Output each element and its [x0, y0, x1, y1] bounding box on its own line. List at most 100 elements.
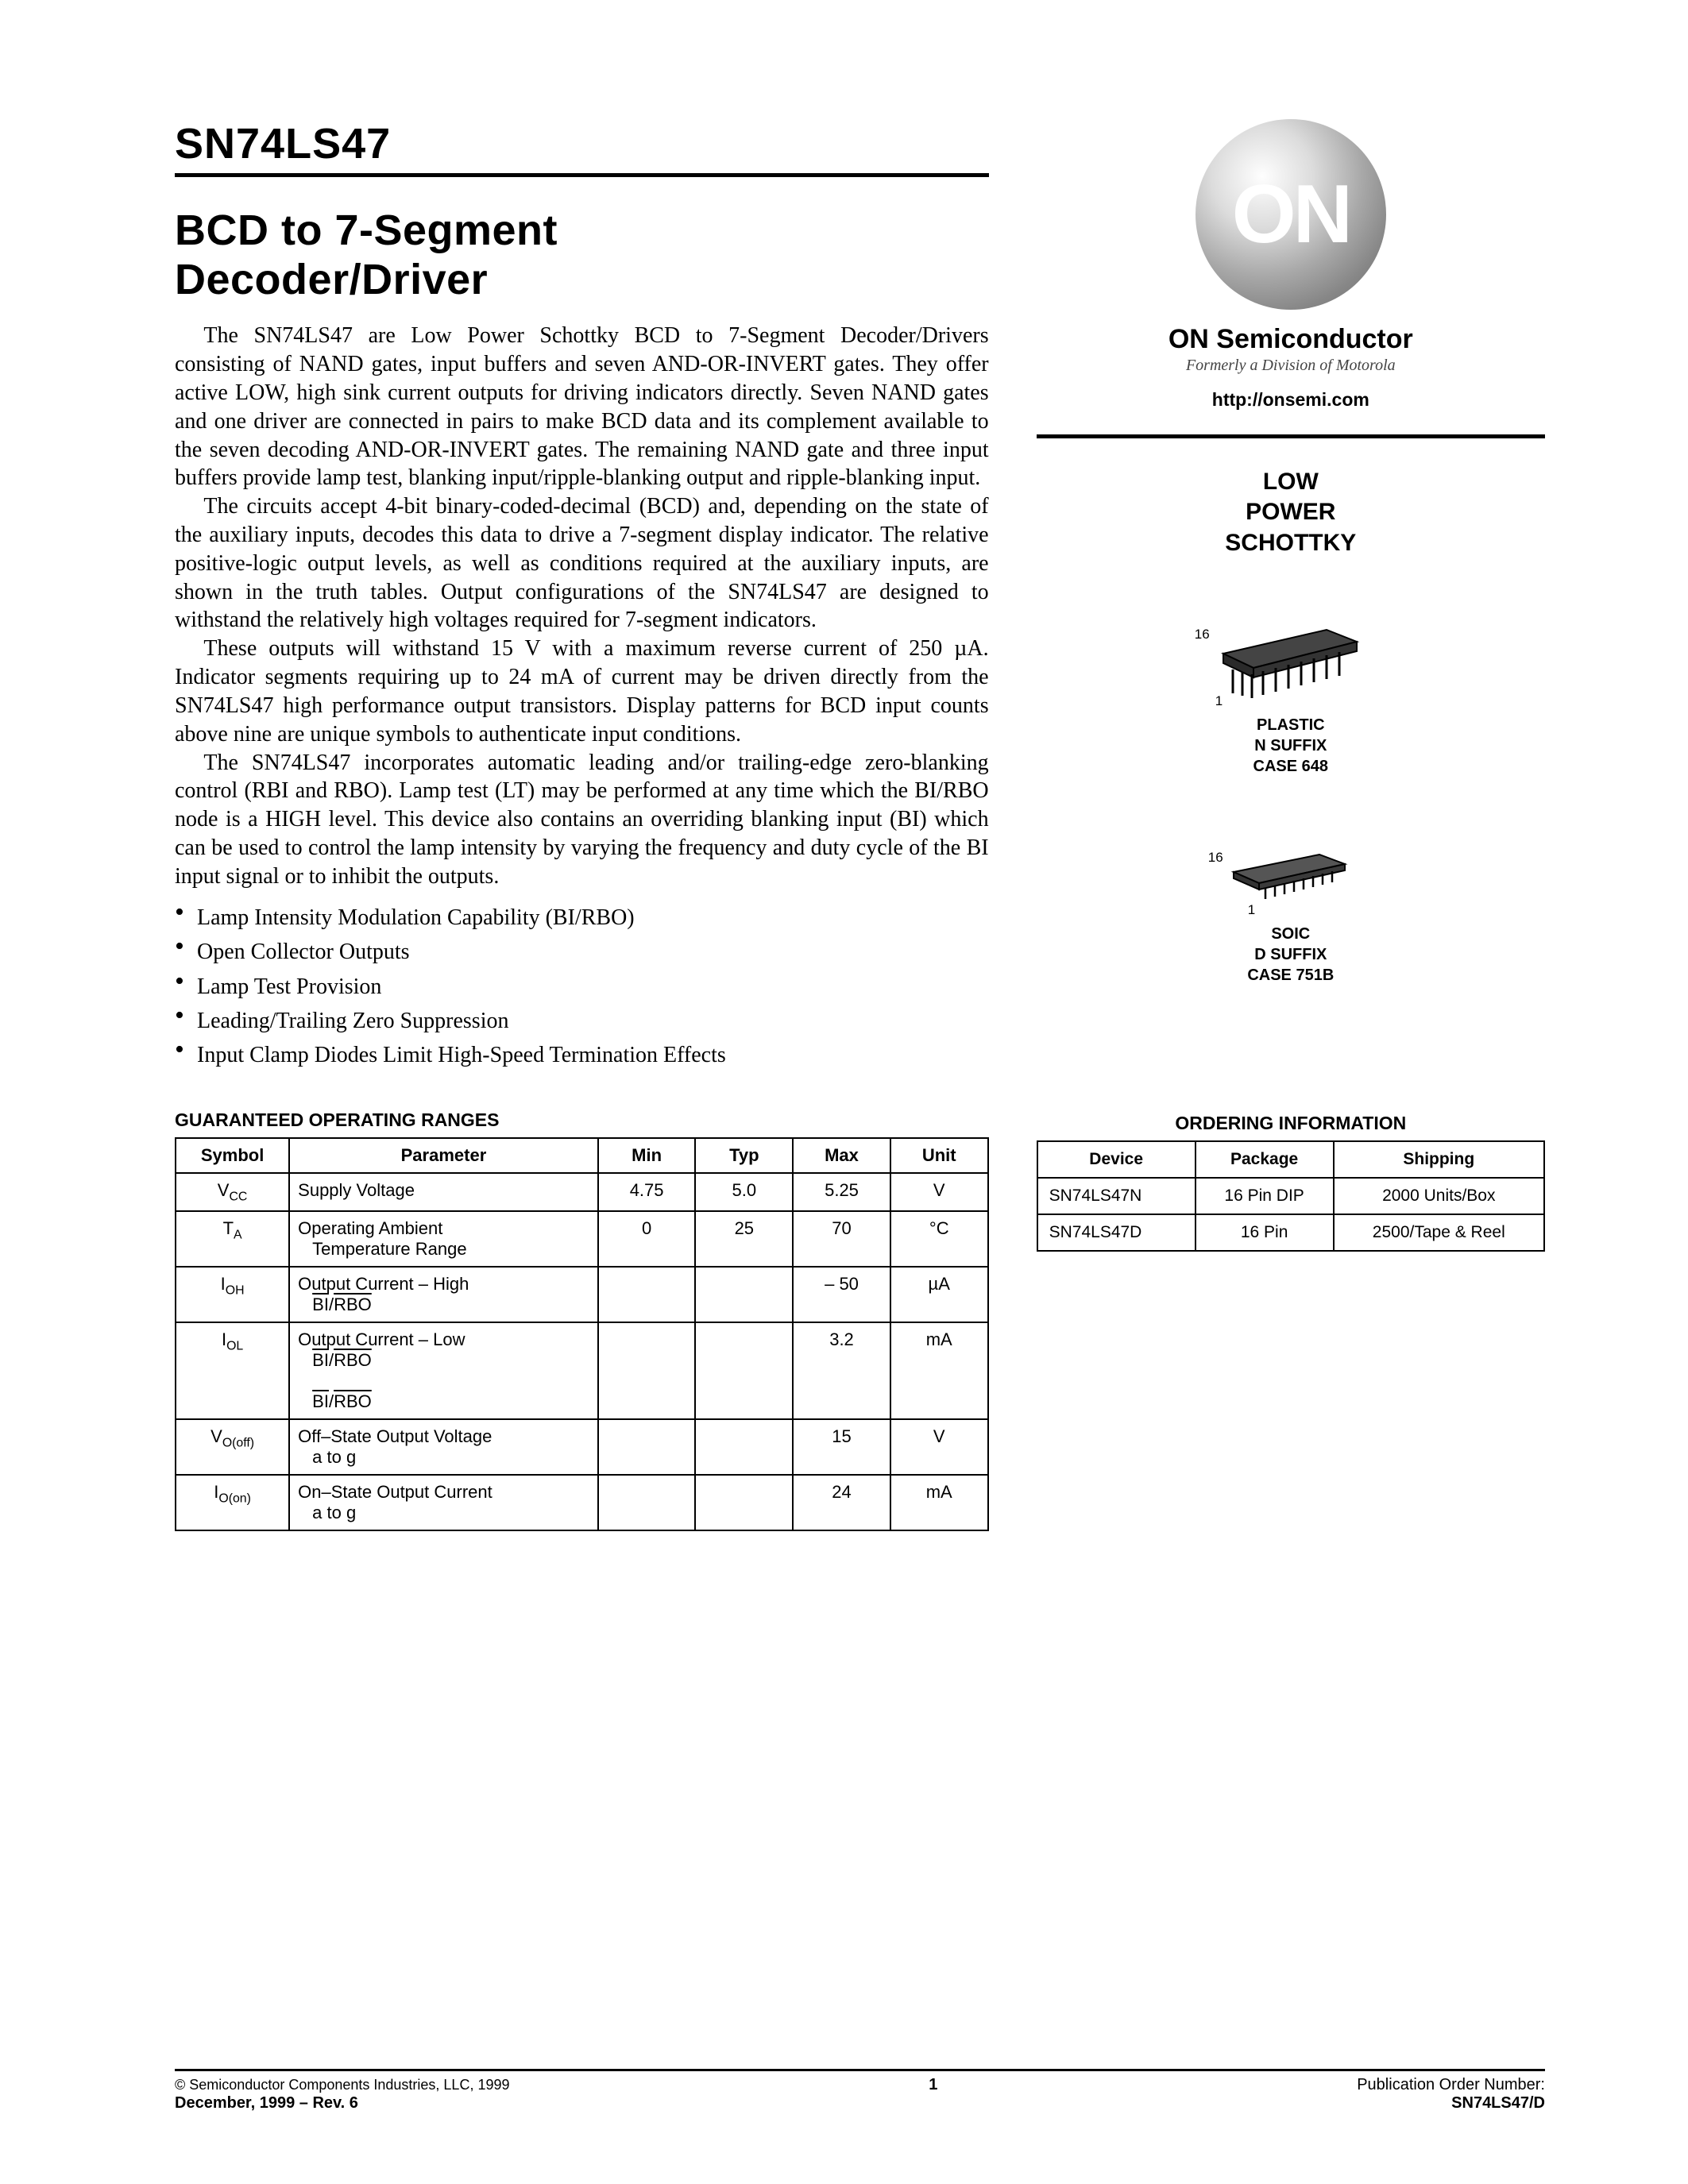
cell-typ — [695, 1475, 793, 1530]
on-logo-text: ON — [1232, 168, 1350, 262]
right-rule — [1037, 434, 1545, 438]
cell-unit: V — [890, 1173, 988, 1211]
table-header-row: Device Package Shipping — [1037, 1141, 1544, 1178]
cell-unit: mA — [890, 1322, 988, 1419]
cell: 2000 Units/Box — [1334, 1178, 1544, 1214]
cell-typ — [695, 1267, 793, 1322]
feature-bullets: Lamp Intensity Modulation Capability (BI… — [175, 901, 989, 1073]
brand-formerly: Formerly a Division of Motorola — [1037, 357, 1545, 375]
th-shipping: Shipping — [1334, 1141, 1544, 1178]
cell-typ — [695, 1419, 793, 1475]
cell-min — [598, 1419, 696, 1475]
pin-16-label: 16 — [1195, 627, 1210, 642]
bullet-item: Leading/Trailing Zero Suppression — [175, 1004, 989, 1038]
cell-symbol: IO(on) — [176, 1475, 289, 1530]
spec-heading: GUARANTEED OPERATING RANGES — [175, 1109, 989, 1131]
pkg-line: CASE 751B — [1247, 967, 1334, 984]
title-line-1: BCD to 7-Segment — [175, 206, 558, 254]
cell-unit: V — [890, 1419, 988, 1475]
package-dip: 16 1 — [1037, 622, 1545, 777]
cell-typ — [695, 1322, 793, 1419]
bullet-item: Lamp Intensity Modulation Capability (BI… — [175, 901, 989, 935]
pkg-line: D SUFFIX — [1254, 946, 1327, 963]
table-row: SN74LS47D16 Pin2500/Tape & Reel — [1037, 1214, 1544, 1251]
category-line: SCHOTTKY — [1225, 530, 1356, 556]
cell-parameter: Off–State Output Voltagea to g — [289, 1419, 598, 1475]
cell-min — [598, 1475, 696, 1530]
cell-parameter: On–State Output Currenta to g — [289, 1475, 598, 1530]
bullet-item: Input Clamp Diodes Limit High-Speed Term… — [175, 1038, 989, 1072]
table-row: IO(on)On–State Output Currenta to g24mA — [176, 1475, 988, 1530]
cell: 16 Pin — [1196, 1214, 1334, 1251]
cell-typ: 25 — [695, 1211, 793, 1267]
cell: 16 Pin DIP — [1196, 1178, 1334, 1214]
paragraph-1: The SN74LS47 are Low Power Schottky BCD … — [175, 322, 989, 492]
soic-package-icon — [1227, 848, 1354, 910]
footer-left: © Semiconductor Components Industries, L… — [175, 2076, 510, 2113]
body-text: The SN74LS47 are Low Power Schottky BCD … — [175, 322, 989, 891]
cell-max: 70 — [793, 1211, 890, 1267]
footer-copyright: © Semiconductor Components Industries, L… — [175, 2077, 510, 2093]
cell-typ: 5.0 — [695, 1173, 793, 1211]
cell-max: 3.2 — [793, 1322, 890, 1419]
title-rule — [175, 173, 989, 177]
cell-symbol: IOH — [176, 1267, 289, 1322]
th-symbol: Symbol — [176, 1138, 289, 1173]
category-line: POWER — [1246, 499, 1335, 525]
package-label: SOIC D SUFFIX CASE 751B — [1037, 924, 1545, 986]
cell-unit: µA — [890, 1267, 988, 1322]
cell-symbol: IOL — [176, 1322, 289, 1419]
spec-table: Symbol Parameter Min Typ Max Unit VCCSup… — [175, 1137, 989, 1531]
table-header-row: Symbol Parameter Min Typ Max Unit — [176, 1138, 988, 1173]
footer-date: December, 1999 – Rev. 6 — [175, 2094, 358, 2112]
package-soic: 16 1 — [1037, 848, 1545, 986]
cell-unit: mA — [890, 1475, 988, 1530]
th-device: Device — [1037, 1141, 1196, 1178]
part-number: SN74LS47 — [175, 119, 989, 168]
bullet-item: Lamp Test Provision — [175, 970, 989, 1004]
cell-parameter: Output Current – LowBI/RBOBI/RBO — [289, 1322, 598, 1419]
table-row: IOLOutput Current – LowBI/RBOBI/RBO 3.2mA — [176, 1322, 988, 1419]
paragraph-2: The circuits accept 4-bit binary-coded-d… — [175, 492, 989, 635]
cell-max: 15 — [793, 1419, 890, 1475]
cell: SN74LS47N — [1037, 1178, 1196, 1214]
paragraph-4: The SN74LS47 incorporates automatic lead… — [175, 749, 989, 891]
ordering-heading: ORDERING INFORMATION — [1037, 1113, 1545, 1134]
pin-1-label: 1 — [1248, 902, 1255, 918]
paragraph-3: These outputs will withstand 15 V with a… — [175, 635, 989, 748]
footer-page-number: 1 — [929, 2076, 937, 2113]
table-row: SN74LS47N16 Pin DIP2000 Units/Box — [1037, 1178, 1544, 1214]
bullet-item: Open Collector Outputs — [175, 935, 989, 969]
page-number: 1 — [929, 2076, 937, 2093]
cell-parameter: Supply Voltage — [289, 1173, 598, 1211]
cell-min — [598, 1267, 696, 1322]
cell: 2500/Tape & Reel — [1334, 1214, 1544, 1251]
pkg-line: N SUFFIX — [1254, 737, 1327, 754]
cell-min: 0 — [598, 1211, 696, 1267]
cell-min: 4.75 — [598, 1173, 696, 1211]
brand-url: http://onsemi.com — [1037, 389, 1545, 411]
package-label: PLASTIC N SUFFIX CASE 648 — [1037, 715, 1545, 777]
pkg-line: CASE 648 — [1253, 758, 1329, 775]
cell-symbol: VO(off) — [176, 1419, 289, 1475]
cell-parameter: Operating AmbientTemperature Range — [289, 1211, 598, 1267]
cell-symbol: TA — [176, 1211, 289, 1267]
cell-min — [598, 1322, 696, 1419]
cell-parameter: Output Current – HighBI/RBO — [289, 1267, 598, 1322]
table-row: TAOperating AmbientTemperature Range0257… — [176, 1211, 988, 1267]
th-min: Min — [598, 1138, 696, 1173]
pin-1-label: 1 — [1215, 693, 1223, 709]
footer: © Semiconductor Components Industries, L… — [175, 2069, 1545, 2113]
title-line-2: Decoder/Driver — [175, 256, 488, 303]
table-row: IOHOutput Current – HighBI/RBO– 50µA — [176, 1267, 988, 1322]
ordering-table: Device Package Shipping SN74LS47N16 Pin … — [1037, 1140, 1545, 1252]
th-max: Max — [793, 1138, 890, 1173]
table-row: VCCSupply Voltage4.755.05.25V — [176, 1173, 988, 1211]
th-typ: Typ — [695, 1138, 793, 1173]
on-logo-icon: ON — [1196, 119, 1386, 310]
pkg-line: PLASTIC — [1257, 716, 1325, 734]
th-parameter: Parameter — [289, 1138, 598, 1173]
pub-number: SN74LS47/D — [1451, 2094, 1545, 2112]
category-line: LOW — [1263, 469, 1319, 495]
table-row: VO(off)Off–State Output Voltagea to g 15V — [176, 1419, 988, 1475]
